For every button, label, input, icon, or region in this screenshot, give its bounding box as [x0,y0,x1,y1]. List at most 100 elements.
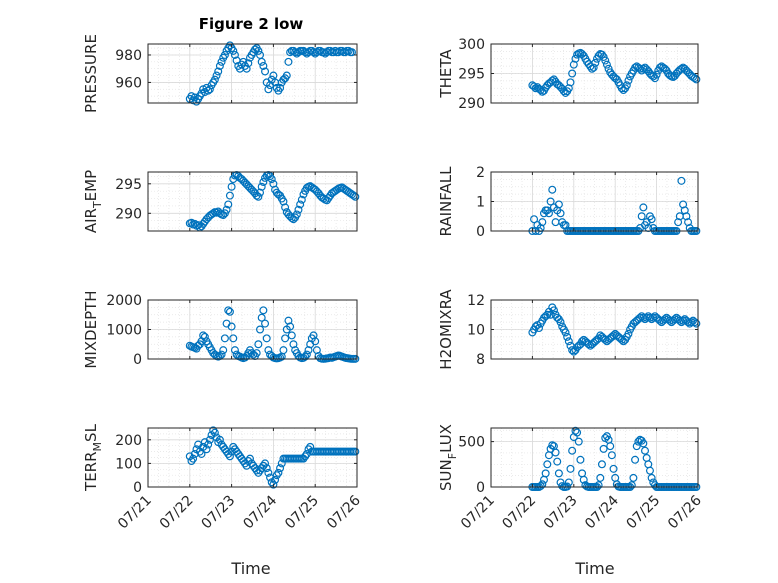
data-point [227,322,236,331]
data-point [229,46,238,55]
data-point [257,182,266,191]
figure-title: Figure 2 low [199,15,304,33]
y-axis-label: SUNFLUX [437,424,459,491]
data-point [264,346,273,355]
data-point [209,426,218,435]
data-point [202,445,211,454]
data-point [670,315,679,324]
data-point [294,205,303,214]
data-point [609,331,618,340]
data-point [252,349,261,358]
data-point [660,315,669,324]
y-tick-label: 1000 [106,323,142,339]
data-point [554,469,563,478]
data-point [548,185,557,194]
data-point [606,442,615,451]
x-tick-label: 07/25 [624,493,664,533]
data-point [297,195,306,204]
data-point [301,352,310,361]
data-point [281,203,290,212]
data-point [536,482,545,491]
data-point [591,58,600,67]
data-point [551,218,560,227]
data-point [219,346,228,355]
data-point [645,466,654,475]
data-point [230,346,239,355]
data-point [259,61,268,70]
data-point [579,475,588,484]
x-tick-label: 07/21 [458,493,498,533]
panel-7: 0 100 200 TERRMSL 07/21 07/22 07/23 07/24 07/25 0… [82,423,364,532]
data-point [566,464,575,473]
data-point [200,332,209,341]
data-point [596,473,605,482]
data-point [665,316,674,325]
data-point [549,306,558,315]
data-point [204,440,213,449]
data-point [568,69,577,78]
data-point [210,428,219,437]
data-point [230,50,239,59]
data-point [252,466,261,475]
data-point [276,83,285,92]
y-tick-label: 960 [115,75,142,91]
data-point [627,481,636,490]
data-point [599,444,608,453]
data-point [637,212,646,221]
data-point [217,350,226,359]
x-axis-label-right: Time [574,559,614,578]
data-point [578,337,587,346]
data-point [634,437,643,446]
y-axis-label: AIRTEMP [82,170,104,233]
data-point [239,57,248,66]
data-point [261,459,270,468]
y-axis-label: H2OMIXRA [437,289,455,370]
data-point [584,340,593,349]
data-point [566,78,575,87]
axes-box [490,427,699,488]
data-point [655,63,664,72]
data-point [215,61,224,70]
data-point [256,325,265,334]
data-point [546,197,555,206]
data-point [194,440,203,449]
y-tick-label: 2000 [106,293,142,309]
data-point [556,209,565,218]
data-point [588,64,597,73]
data-point [551,448,560,457]
data-point [224,200,233,209]
panel-3: 290 295 AIRTEMP [82,170,360,233]
data-point [639,203,648,212]
data-point [624,329,633,338]
y-tick-label: 12 [467,293,485,309]
data-point [692,75,701,84]
data-point [539,475,548,484]
data-point [286,322,295,331]
data-point [629,473,638,482]
data-point [205,435,214,444]
data-point [282,71,291,80]
data-point [544,209,553,218]
data-point [302,449,311,458]
x-tick-label: 07/26 [665,492,705,532]
data-point [679,316,688,325]
y-tick-label: 295 [115,177,142,193]
data-point [292,210,301,219]
data-point [272,471,281,480]
data-point [212,208,221,217]
data-point [641,446,650,455]
data-point [257,57,266,66]
data-point [284,57,293,66]
data-point [224,306,233,315]
data-point [530,82,539,91]
data-point [274,468,283,477]
data-point [281,334,290,343]
data-point [254,192,263,201]
y-tick-label: 10 [467,323,485,339]
data-point [266,473,275,482]
data-point [632,442,641,451]
data-point [639,439,648,448]
data-point [655,316,664,325]
